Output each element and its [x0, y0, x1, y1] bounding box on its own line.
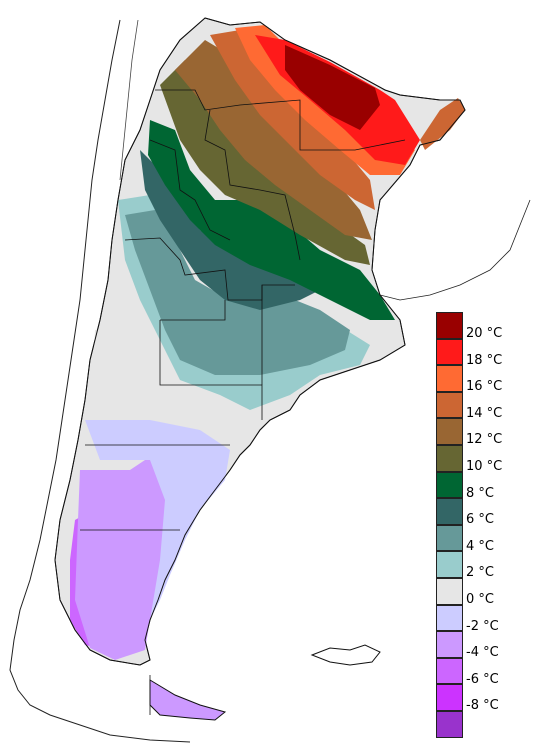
legend-row: 14 °C	[436, 391, 516, 421]
legend-row: 0 °C	[436, 577, 516, 607]
tierra-del-fuego	[149, 679, 227, 721]
legend-label: -2 °C	[466, 618, 499, 634]
legend-swatch	[436, 338, 463, 366]
legend-row: -8 °C	[436, 684, 516, 714]
legend-label: 0 °C	[466, 591, 494, 607]
zone-20	[285, 45, 380, 130]
legend-label: -6 °C	[466, 671, 499, 687]
legend-swatch	[436, 471, 463, 499]
legend-label: 10 °C	[466, 458, 503, 474]
legend-row: 6 °C	[436, 498, 516, 528]
temperature-legend: 20 °C 18 °C 16 °C 14 °C 12 °C 10 °C 8 °C 6 °C 4 …	[436, 312, 516, 738]
legend-label: 6 °C	[466, 512, 494, 528]
chile-inner-line	[119, 19, 139, 181]
legend-row: 4 °C	[436, 524, 516, 554]
uruguay-outline	[379, 199, 531, 301]
legend-swatch	[436, 391, 463, 419]
legend-swatch	[436, 444, 463, 472]
legend-row: 10 °C	[436, 444, 516, 474]
legend-swatch	[436, 577, 463, 605]
legend-row: -6 °C	[436, 657, 516, 687]
zone-minus4	[75, 450, 170, 660]
zone-minus2	[85, 420, 230, 620]
legend-row: 8 °C	[436, 471, 516, 501]
malvinas-islands	[310, 644, 381, 666]
legend-swatch	[436, 498, 463, 525]
legend-row: 20 °C	[436, 312, 516, 341]
legend-label: 20 °C	[466, 326, 503, 341]
legend-swatch	[436, 631, 463, 658]
legend-row	[436, 710, 516, 738]
legend-swatch	[436, 604, 463, 632]
legend-label: 12 °C	[466, 432, 503, 448]
legend-label: -4 °C	[466, 645, 499, 661]
zone-8	[148, 120, 395, 320]
argentina-outline	[54, 17, 466, 666]
legend-row: 16 °C	[436, 365, 516, 395]
chile-coastline	[9, 19, 191, 743]
legend-label: 18 °C	[466, 352, 503, 368]
legend-row: 2 °C	[436, 551, 516, 581]
zone-4	[125, 210, 350, 375]
legend-label: 16 °C	[466, 379, 503, 395]
legend-swatch	[436, 418, 463, 445]
legend-swatch	[436, 365, 463, 392]
legend-swatch	[436, 657, 463, 685]
legend-label: 2 °C	[466, 565, 494, 581]
zone-12	[175, 40, 372, 240]
legend-swatch	[436, 710, 463, 738]
legend-swatch	[436, 551, 463, 578]
legend-row: 12 °C	[436, 418, 516, 448]
zone-14	[210, 30, 375, 210]
legend-row: 18 °C	[436, 338, 516, 368]
legend-label: 8 °C	[466, 485, 494, 501]
legend-label: 4 °C	[466, 538, 494, 554]
legend-swatch	[436, 524, 463, 552]
legend-row: -4 °C	[436, 631, 516, 661]
legend-swatch	[436, 684, 463, 711]
zone-misiones	[420, 98, 465, 150]
zone-0	[90, 320, 245, 440]
legend-swatch	[436, 312, 463, 339]
legend-label: 14 °C	[466, 405, 503, 421]
legend-label: -8 °C	[466, 698, 499, 714]
legend-row: -2 °C	[436, 604, 516, 634]
